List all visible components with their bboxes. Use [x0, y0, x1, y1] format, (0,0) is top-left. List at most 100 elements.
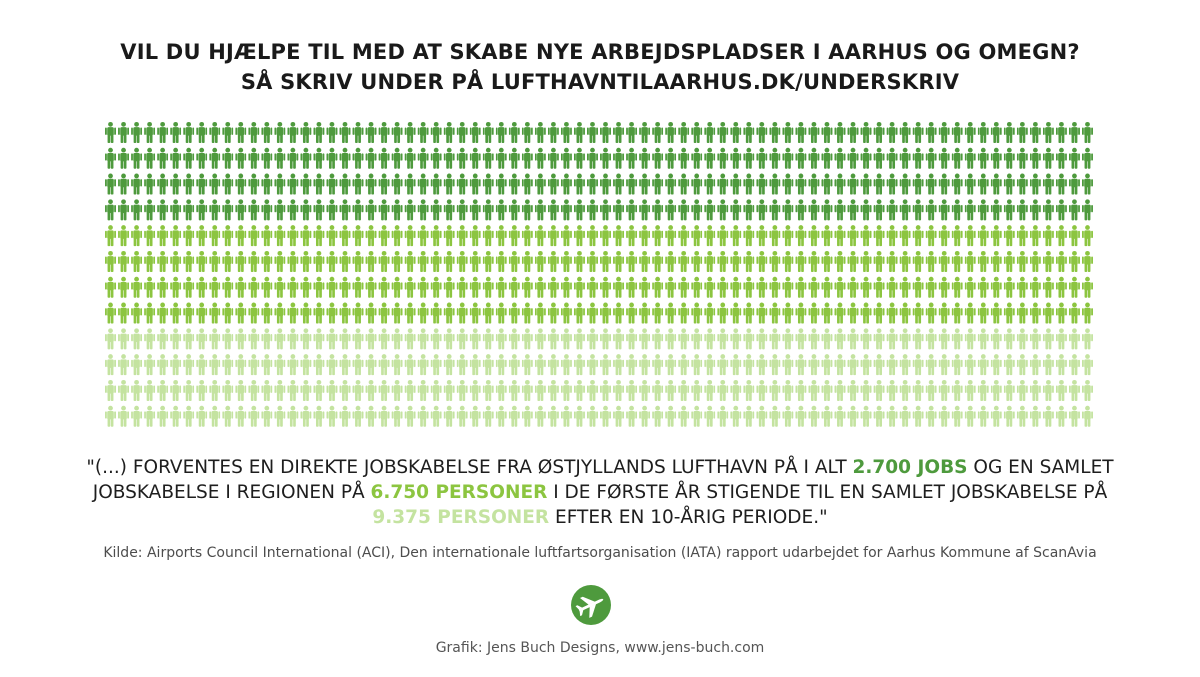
person-icon	[196, 199, 208, 221]
person-icon	[821, 405, 833, 427]
person-icon	[547, 302, 559, 324]
person-icon	[756, 379, 768, 401]
person-icon	[990, 225, 1002, 247]
person-icon	[808, 173, 820, 195]
person-icon	[586, 173, 598, 195]
person-icon	[521, 121, 533, 143]
person-icon	[1055, 276, 1067, 298]
person-icon	[443, 173, 455, 195]
person-icon	[287, 199, 299, 221]
person-icon	[352, 405, 364, 427]
person-icon	[313, 199, 325, 221]
person-icon	[404, 276, 416, 298]
person-icon	[1029, 121, 1041, 143]
person-icon	[652, 302, 664, 324]
person-icon	[365, 405, 377, 427]
person-icon	[639, 276, 651, 298]
person-icon	[1042, 379, 1054, 401]
person-icon	[860, 225, 872, 247]
person-icon	[469, 379, 481, 401]
person-icon	[990, 302, 1002, 324]
person-icon	[365, 250, 377, 272]
person-icon	[573, 173, 585, 195]
person-icon	[547, 250, 559, 272]
person-icon	[261, 302, 273, 324]
person-icon	[834, 147, 846, 169]
person-icon	[209, 354, 221, 376]
quote-line-2-end: I DE FØRSTE ÅR STIGENDE TIL EN SAMLET JO…	[547, 482, 1108, 503]
person-icon	[1029, 250, 1041, 272]
person-icon	[743, 173, 755, 195]
person-icon	[300, 328, 312, 350]
person-icon	[691, 250, 703, 272]
person-icon	[977, 250, 989, 272]
person-icon	[769, 328, 781, 350]
person-icon	[652, 225, 664, 247]
person-icon	[287, 147, 299, 169]
person-icon	[573, 379, 585, 401]
person-icon	[652, 173, 664, 195]
person-icon	[196, 225, 208, 247]
person-icon	[613, 147, 625, 169]
person-icon	[613, 405, 625, 427]
person-icon	[118, 405, 130, 427]
person-icon	[691, 121, 703, 143]
person-icon	[1081, 328, 1093, 350]
person-icon	[847, 302, 859, 324]
person-icon	[860, 276, 872, 298]
person-icon	[769, 354, 781, 376]
person-icon	[1055, 354, 1067, 376]
person-icon	[1068, 225, 1080, 247]
person-icon	[560, 405, 572, 427]
person-icon	[925, 302, 937, 324]
person-icon	[834, 276, 846, 298]
person-icon	[613, 173, 625, 195]
person-icon	[717, 276, 729, 298]
person-icon	[469, 173, 481, 195]
person-icon	[652, 250, 664, 272]
person-icon	[339, 121, 351, 143]
person-icon	[326, 250, 338, 272]
person-icon	[665, 354, 677, 376]
person-icon	[339, 354, 351, 376]
person-icon	[196, 354, 208, 376]
person-icon	[977, 147, 989, 169]
person-icon	[730, 250, 742, 272]
person-icon	[118, 379, 130, 401]
people-row	[105, 354, 1093, 376]
airplane-icon	[571, 585, 611, 625]
person-icon	[170, 354, 182, 376]
person-icon	[795, 354, 807, 376]
person-icon	[873, 354, 885, 376]
person-icon	[964, 276, 976, 298]
person-icon	[808, 354, 820, 376]
person-icon	[665, 173, 677, 195]
person-icon	[521, 379, 533, 401]
person-icon	[248, 328, 260, 350]
people-row	[105, 379, 1093, 401]
person-icon	[977, 173, 989, 195]
person-icon	[990, 121, 1002, 143]
quote-line-2-text: JOBSKABELSE I REGIONEN PÅ	[92, 482, 371, 503]
person-icon	[313, 354, 325, 376]
person-icon	[274, 276, 286, 298]
person-icon	[938, 328, 950, 350]
person-icon	[378, 328, 390, 350]
person-icon	[652, 379, 664, 401]
person-icon	[365, 379, 377, 401]
person-icon	[573, 302, 585, 324]
person-icon	[756, 354, 768, 376]
person-icon	[873, 225, 885, 247]
person-icon	[756, 225, 768, 247]
person-icon	[652, 354, 664, 376]
person-icon	[391, 302, 403, 324]
person-icon	[261, 276, 273, 298]
people-row	[105, 250, 1093, 272]
person-icon	[378, 121, 390, 143]
person-icon	[196, 147, 208, 169]
person-icon	[365, 147, 377, 169]
person-icon	[639, 328, 651, 350]
person-icon	[821, 328, 833, 350]
highlight-total-persons: 9.375 PERSONER	[372, 507, 550, 528]
person-icon	[704, 147, 716, 169]
